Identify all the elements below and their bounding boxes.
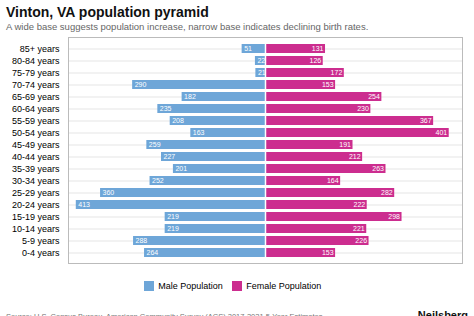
svg-text:0-4 years: 0-4 years [22,248,60,258]
svg-text:219: 219 [167,213,179,220]
svg-text:75-79 years: 75-79 years [12,68,60,78]
svg-text:10-14 years: 10-14 years [12,224,60,234]
html-text:Male Population: Male Population [158,280,223,291]
svg-text:131: 131 [312,45,324,52]
svg-text:172: 172 [331,69,343,76]
svg-text:55-59 years: 55-59 years [12,116,60,126]
svg-text:360: 360 [103,189,115,196]
svg-text:282: 282 [381,189,393,196]
html-text:Female Population: Female Population [246,280,322,291]
svg-text:252: 252 [152,177,164,184]
svg-text:413: 413 [78,201,90,208]
svg-text:153: 153 [322,249,334,256]
svg-text:226: 226 [355,237,367,244]
svg-text:212: 212 [349,153,361,160]
svg-text:288: 288 [136,237,148,244]
svg-text:25-29 years: 25-29 years [12,188,60,198]
svg-text:20-24 years: 20-24 years [12,200,60,210]
svg-text:259: 259 [149,141,161,148]
html-text:A wide base suggests populatio: A wide base suggests population increase… [6,21,369,32]
svg-text:153: 153 [322,81,334,88]
svg-text:126: 126 [310,57,322,64]
svg-text:15-19 years: 15-19 years [12,212,60,222]
svg-text:45-49 years: 45-49 years [12,140,60,150]
svg-text:263: 263 [372,165,384,172]
svg-text:60-64 years: 60-64 years [12,104,60,114]
svg-text:222: 222 [354,201,366,208]
svg-text:230: 230 [357,105,369,112]
svg-text:5-9 years: 5-9 years [22,236,60,246]
svg-text:227: 227 [164,153,176,160]
svg-text:201: 201 [175,165,187,172]
html-text:Vinton, VA population pyramid: Vinton, VA population pyramid [6,4,209,20]
svg-text:70-74 years: 70-74 years [12,80,60,90]
svg-text:50-54 years: 50-54 years [12,128,60,138]
svg-text:40-44 years: 40-44 years [12,152,60,162]
svg-text:80-84 years: 80-84 years [12,56,60,66]
svg-text:254: 254 [368,93,380,100]
svg-text:219: 219 [167,225,179,232]
svg-text:85+ years: 85+ years [20,44,60,54]
svg-text:65-69 years: 65-69 years [12,92,60,102]
svg-text:191: 191 [339,141,351,148]
svg-text:298: 298 [388,213,400,220]
svg-text:367: 367 [420,117,432,124]
svg-text:22: 22 [257,57,265,64]
svg-text:35-39 years: 35-39 years [12,164,60,174]
svg-text:30-34 years: 30-34 years [12,176,60,186]
svg-text:290: 290 [135,81,147,88]
svg-text:182: 182 [184,93,196,100]
svg-text:164: 164 [327,177,339,184]
svg-text:264: 264 [147,249,159,256]
svg-text:221: 221 [353,225,365,232]
svg-text:235: 235 [160,105,172,112]
svg-text:401: 401 [436,129,448,136]
svg-text:208: 208 [172,117,184,124]
svg-text:51: 51 [244,45,252,52]
svg-text:163: 163 [193,129,205,136]
svg-text:21: 21 [258,69,266,76]
